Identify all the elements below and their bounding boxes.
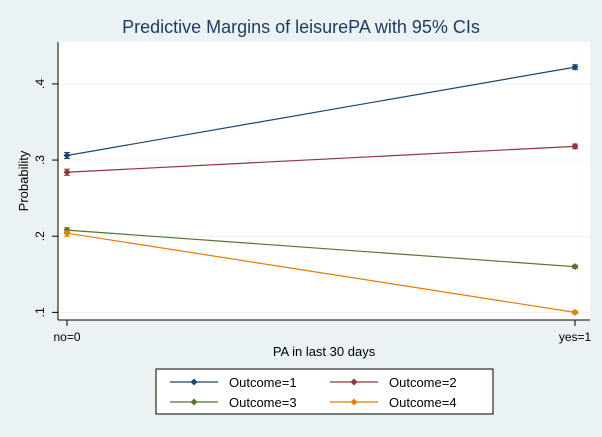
x-axis-label: PA in last 30 days <box>273 344 376 359</box>
legend-label: Outcome=1 <box>229 375 297 390</box>
legend-item-3: Outcome=3 <box>170 395 297 410</box>
data-point <box>571 63 579 71</box>
legend-label: Outcome=2 <box>389 375 457 390</box>
y-ticks: .1 .2 .3 .4 <box>33 79 58 317</box>
legend-marker <box>190 378 198 386</box>
legend: Outcome=1 Outcome=2 Outcome=3 Outcome=4 <box>170 375 457 410</box>
data-point <box>571 308 579 316</box>
y-tick-label: .2 <box>33 231 47 241</box>
y-tick-label: .3 <box>33 155 47 165</box>
y-tick-label: .1 <box>33 307 47 317</box>
legend-item-2: Outcome=2 <box>330 375 457 390</box>
legend-box <box>155 368 494 415</box>
legend-marker <box>190 398 198 406</box>
legend-marker <box>350 378 358 386</box>
legend-marker <box>350 398 358 406</box>
chart-title: Predictive Margins of leisurePA with 95%… <box>122 17 480 37</box>
data-point <box>63 229 71 237</box>
y-axis-label: Probability <box>16 150 31 211</box>
series-line <box>66 232 576 313</box>
legend-label: Outcome=3 <box>229 395 297 410</box>
data-point <box>571 263 579 271</box>
data-point <box>63 168 71 176</box>
series-line <box>66 66 576 157</box>
legend-item-1: Outcome=1 <box>170 375 297 390</box>
x-tick-label: yes=1 <box>559 330 592 344</box>
y-tick-label: .4 <box>33 79 47 89</box>
series-2 <box>63 142 579 176</box>
series-1 <box>63 63 579 160</box>
data-point <box>571 142 579 150</box>
legend-label: Outcome=4 <box>389 395 457 410</box>
series-group <box>63 63 579 316</box>
data-point <box>63 151 71 159</box>
x-ticks: no=0 yes=1 <box>53 320 592 344</box>
series-line <box>66 145 576 173</box>
x-tick-label: no=0 <box>53 330 80 344</box>
series-4 <box>63 229 579 316</box>
legend-item-4: Outcome=4 <box>330 395 457 410</box>
series-line <box>66 229 576 268</box>
